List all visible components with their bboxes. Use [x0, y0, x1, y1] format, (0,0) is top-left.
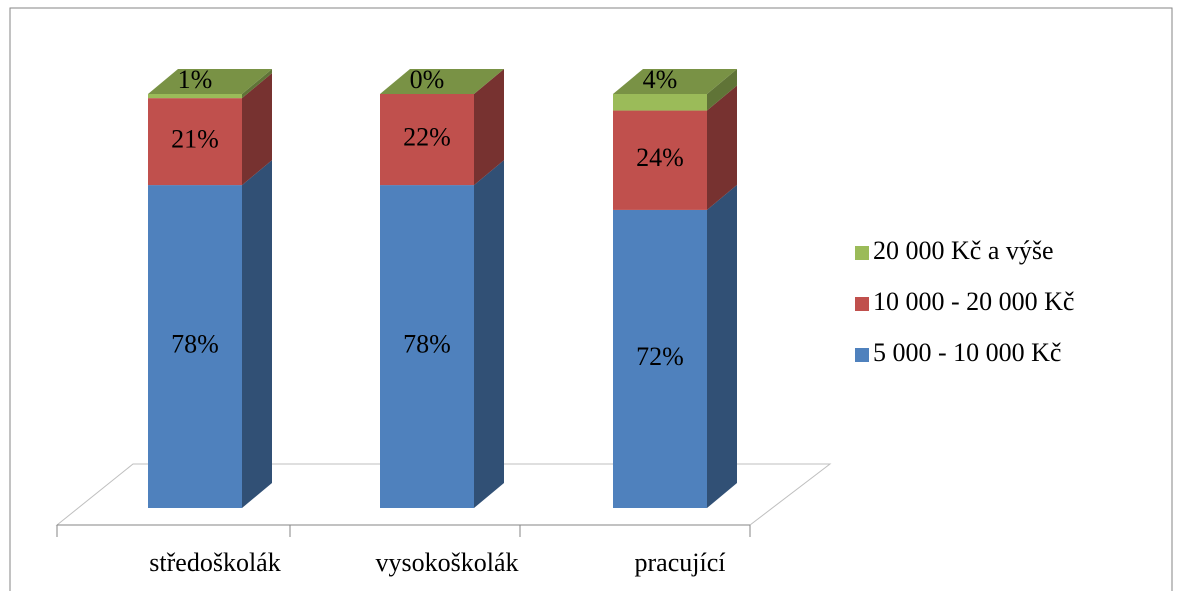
bar [148, 98, 242, 186]
data-label: 0% [410, 65, 445, 94]
bar-side [242, 69, 272, 99]
bar [613, 110, 707, 210]
bar [148, 94, 242, 99]
legend-swatch [855, 297, 869, 311]
bar-side [242, 73, 272, 186]
data-label: 21% [171, 125, 219, 154]
data-label: 4% [643, 65, 678, 94]
legend-label: 5 000 - 10 000 Kč [873, 338, 1061, 367]
legend-label: 10 000 - 20 000 Kč [873, 287, 1074, 316]
data-label: 24% [636, 143, 684, 172]
x-tick-label: pracující [635, 548, 726, 577]
bar-side [707, 184, 737, 509]
data-label: 78% [171, 330, 219, 359]
bar-side [474, 69, 504, 186]
legend-label: 20 000 Kč a výše [873, 236, 1054, 265]
bar [148, 185, 242, 508]
bar [380, 185, 474, 508]
bar-side [707, 69, 737, 111]
bar-top [148, 69, 272, 94]
bar [613, 94, 707, 111]
bar-top [613, 69, 737, 94]
legend-swatch [855, 348, 869, 362]
data-label: 78% [403, 330, 451, 359]
legend-swatch [855, 246, 869, 260]
data-label: 1% [178, 65, 213, 94]
bar [613, 209, 707, 509]
chart-border [9, 7, 1173, 591]
data-label: 72% [636, 342, 684, 371]
bar-side [474, 160, 504, 508]
x-tick-label: vysokoškolák [376, 548, 519, 577]
bar-top [380, 69, 504, 94]
bar-side [707, 85, 737, 210]
data-label: 22% [403, 123, 451, 152]
bar [380, 94, 474, 186]
x-tick-label: středoškolák [149, 548, 280, 577]
bar-side [242, 160, 272, 508]
